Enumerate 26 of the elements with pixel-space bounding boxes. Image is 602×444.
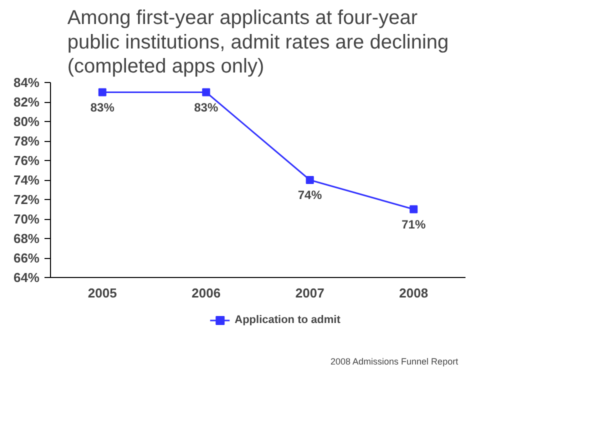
y-tick-label: 64%: [13, 270, 40, 285]
x-tick-label: 2007: [295, 286, 324, 300]
text: 71%: [402, 217, 426, 232]
text: 74%: [298, 188, 322, 202]
y-tick-label: 66%: [13, 250, 40, 266]
y-tick-label: 72%: [13, 192, 40, 207]
text: 2008 Admissions Funnel Report: [330, 356, 459, 366]
y-tick-label: 68%: [13, 231, 40, 246]
y-tick-label: 74%: [13, 172, 40, 188]
y-tick-label: 80%: [13, 114, 40, 129]
point: [306, 176, 314, 184]
y-tick-label: 78%: [13, 134, 40, 148]
x-tick-label: 2006: [192, 286, 221, 300]
text: 83%: [90, 100, 114, 114]
x-tick-label: 2008: [399, 286, 428, 300]
y-tick-label: 84%: [13, 75, 40, 90]
y-tick-label: 70%: [13, 212, 40, 226]
point: [202, 88, 210, 96]
x-tick-label: 2005: [88, 286, 117, 300]
legend-label: Application to admit: [234, 314, 340, 326]
point: [98, 88, 106, 96]
text: 83%: [194, 100, 218, 114]
point: [410, 205, 418, 214]
chart-title: Among first-year applicants at four-year public institutions, admit rates are declining (completed apps only): [67, 7, 449, 78]
y-tick-label: 82%: [13, 94, 40, 110]
y-tick-label: 76%: [13, 153, 40, 168]
